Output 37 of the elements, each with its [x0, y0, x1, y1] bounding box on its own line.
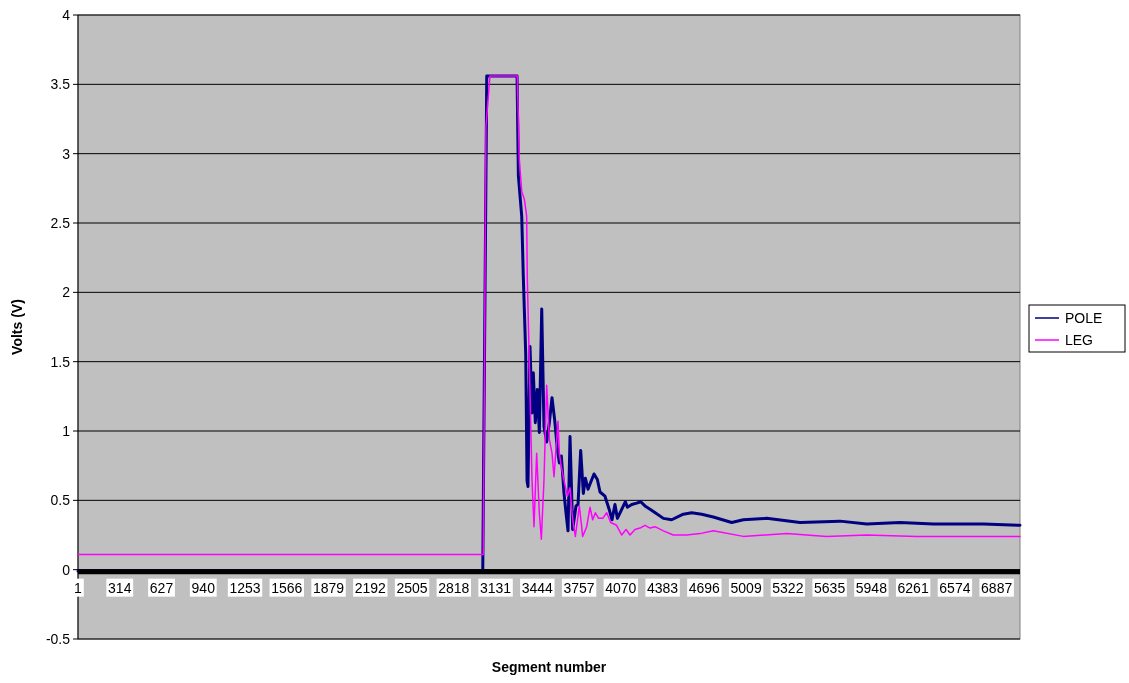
x-tick-label: 2505 — [396, 579, 428, 596]
x-tick-label: 1879 — [312, 579, 345, 596]
y-tick-label: 2 — [62, 284, 71, 301]
legend-label: LEG — [1065, 331, 1094, 348]
y-tick-label: 1 — [62, 422, 71, 439]
x-tick-label: 940 — [191, 579, 216, 596]
x-tick-label: 1 — [74, 579, 83, 596]
y-tick-label: 3 — [62, 145, 71, 162]
x-tick-label: 4383 — [647, 579, 679, 596]
y-tick-label: 1.5 — [50, 353, 71, 370]
x-tick-label: 3444 — [521, 579, 554, 596]
y-tick-label: 0 — [62, 561, 71, 578]
legend-label: POLE — [1065, 309, 1103, 326]
x-tick-label: 5009 — [730, 579, 762, 596]
y-tick-label: 3.5 — [50, 76, 71, 93]
x-tick-label: 5948 — [855, 579, 888, 596]
x-tick-label: 2818 — [438, 579, 470, 596]
x-tick-label: 5635 — [814, 579, 846, 596]
x-tick-label: 6574 — [939, 579, 971, 596]
x-tick-label: 3757 — [563, 579, 595, 596]
x-tick-label: 6261 — [897, 579, 929, 596]
x-tick-label: 6887 — [981, 579, 1013, 596]
x-axis-title: Segment number — [491, 659, 607, 675]
y-axis-title: Volts (V) — [9, 299, 25, 355]
x-tick-label: 314 — [108, 579, 132, 596]
y-tick-label: 2.5 — [50, 214, 71, 231]
y-tick-label: 4 — [62, 6, 71, 23]
x-tick-label: 2192 — [354, 579, 387, 596]
x-tick-label: 1253 — [229, 579, 261, 596]
x-tick-label: 627 — [149, 579, 174, 596]
y-tick-label: -0.5 — [45, 630, 71, 647]
x-tick-label: 1566 — [271, 579, 303, 596]
x-tick-label: 4070 — [605, 579, 637, 596]
x-tick-label: 4696 — [688, 579, 721, 596]
y-tick-label: 0.5 — [50, 492, 71, 509]
x-tick-label: 3131 — [479, 579, 512, 596]
x-tick-label: 5322 — [772, 579, 804, 596]
